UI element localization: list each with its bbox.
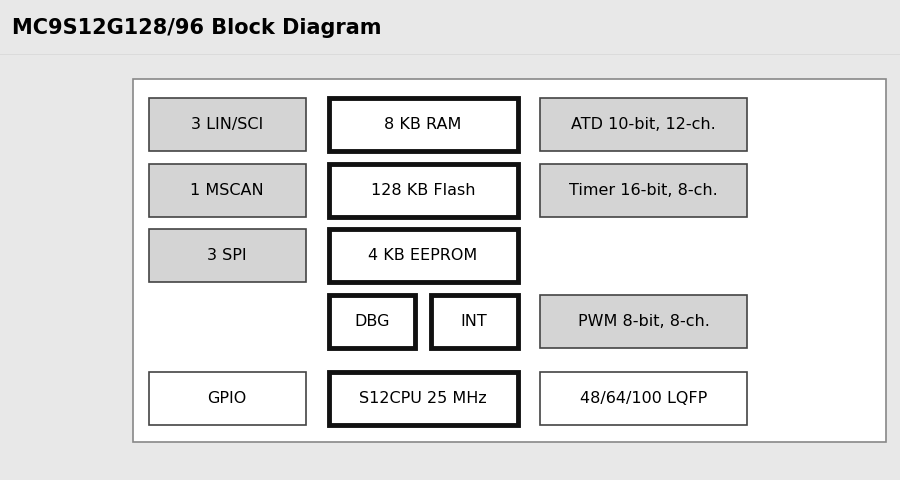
Bar — [148, 164, 306, 216]
Text: MC9S12G128/96 Block Diagram: MC9S12G128/96 Block Diagram — [12, 18, 382, 37]
Text: GPIO: GPIO — [208, 391, 247, 406]
Bar — [148, 229, 306, 282]
Text: ATD 10-bit, 12-ch.: ATD 10-bit, 12-ch. — [572, 117, 716, 132]
Text: INT: INT — [461, 314, 488, 329]
Bar — [148, 97, 306, 151]
Bar — [328, 372, 518, 425]
Bar — [328, 97, 518, 151]
Bar — [430, 295, 518, 348]
Bar — [540, 295, 747, 348]
Bar — [540, 97, 747, 151]
Text: 4 KB EEPROM: 4 KB EEPROM — [368, 249, 478, 264]
Text: Timer 16-bit, 8-ch.: Timer 16-bit, 8-ch. — [569, 182, 718, 198]
Bar — [133, 79, 886, 442]
Text: 8 KB RAM: 8 KB RAM — [384, 117, 462, 132]
Bar — [148, 372, 306, 425]
Bar — [540, 372, 747, 425]
Text: 1 MSCAN: 1 MSCAN — [191, 182, 264, 198]
Text: S12CPU 25 MHz: S12CPU 25 MHz — [359, 391, 487, 406]
Bar — [328, 295, 416, 348]
Bar — [328, 229, 518, 282]
Text: 3 SPI: 3 SPI — [207, 249, 248, 264]
Text: 3 LIN/SCI: 3 LIN/SCI — [191, 117, 264, 132]
Text: PWM 8-bit, 8-ch.: PWM 8-bit, 8-ch. — [578, 314, 709, 329]
Bar — [540, 164, 747, 216]
Text: 48/64/100 LQFP: 48/64/100 LQFP — [580, 391, 707, 406]
Text: DBG: DBG — [355, 314, 390, 329]
Bar — [328, 164, 518, 216]
Text: 128 KB Flash: 128 KB Flash — [371, 182, 475, 198]
